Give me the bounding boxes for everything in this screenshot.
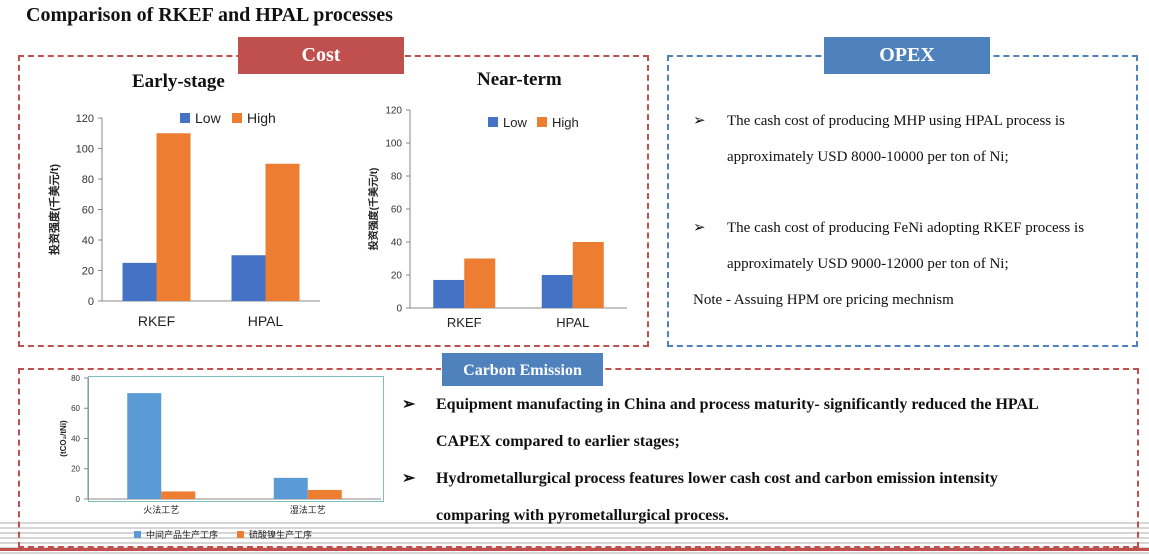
y-tick-label: 100 bbox=[385, 139, 402, 150]
arrow-bullet-icon: ➢ bbox=[693, 113, 706, 129]
carbon-bullet-1: ➢ Equipment manufacting in China and pro… bbox=[402, 386, 1137, 460]
legend-swatch bbox=[537, 117, 547, 127]
bar-high bbox=[572, 242, 604, 308]
x-category-label: 湿法工艺 bbox=[290, 504, 326, 515]
bar-硫酸镍生产工序 bbox=[161, 491, 196, 499]
y-tick-label: 20 bbox=[71, 465, 80, 474]
bar-low bbox=[231, 255, 266, 301]
near-term-chart: 0 20 40 60 80 100 120 投资强度(千美元/t) RKEF HPAL Low Hig… bbox=[367, 106, 627, 330]
early-stage-chart: 0 20 40 60 80 100 120 投资强度(千美元/t) RKEF HPAL Low Hig… bbox=[47, 110, 320, 329]
bar-low bbox=[122, 262, 157, 301]
y-tick-label: 40 bbox=[71, 434, 80, 443]
legend-swatch bbox=[134, 531, 141, 538]
y-axis-label: 投资强度(千美元/t) bbox=[47, 164, 61, 255]
y-tick-label: 20 bbox=[391, 271, 403, 282]
y-tick-label: 0 bbox=[88, 296, 94, 308]
opex-bullet-2: ➢ The cash cost of producing FeNi adopti… bbox=[693, 210, 1133, 282]
footer-red-line bbox=[0, 548, 1149, 551]
arrow-bullet-icon: ➢ bbox=[402, 396, 416, 413]
legend-label: High bbox=[247, 110, 276, 126]
x-category-label: RKEF bbox=[138, 313, 175, 329]
x-category-label: RKEF bbox=[447, 315, 482, 330]
legend-swatch bbox=[180, 113, 190, 123]
legend-label: 硫酸镍生产工序 bbox=[249, 529, 312, 540]
opex-bullets: ➢ The cash cost of producing MHP using H… bbox=[693, 103, 1133, 318]
arrow-bullet-icon: ➢ bbox=[693, 220, 706, 236]
opex-bullet-1-line-2: approximately USD 8000-10000 per ton of … bbox=[727, 149, 1009, 165]
y-axis-label: 投资强度(千美元/t) bbox=[367, 168, 380, 251]
y-tick-label: 20 bbox=[82, 265, 94, 277]
x-category-label: 火法工艺 bbox=[143, 504, 179, 515]
early-stage-title: Early-stage bbox=[132, 71, 225, 92]
y-tick-label: 60 bbox=[71, 404, 80, 413]
carbon-bullet-2-line-2: comparing with pyrometallurgical process… bbox=[436, 507, 729, 524]
opex-bullet-1: ➢ The cash cost of producing MHP using H… bbox=[693, 103, 1133, 175]
y-tick-label: 60 bbox=[82, 204, 94, 216]
y-tick-label: 120 bbox=[76, 113, 94, 125]
y-tick-label: 80 bbox=[82, 174, 94, 186]
bar-low bbox=[433, 279, 465, 308]
bar-中间产品生产工序 bbox=[273, 477, 308, 499]
y-tick-label: 120 bbox=[385, 106, 402, 117]
legend-swatch bbox=[488, 117, 498, 127]
bar-high bbox=[156, 133, 191, 301]
cost-tag: Cost bbox=[238, 37, 404, 74]
opex-bullet-2-line-2: approximately USD 9000-12000 per ton of … bbox=[727, 256, 1009, 272]
legend-label: High bbox=[552, 115, 579, 130]
y-tick-label: 40 bbox=[391, 238, 403, 249]
arrow-bullet-icon: ➢ bbox=[402, 470, 416, 487]
opex-bullet-2-line-1: The cash cost of producing FeNi adopting… bbox=[727, 220, 1085, 236]
bar-high bbox=[464, 258, 496, 308]
legend-label: Low bbox=[503, 115, 527, 130]
page-title: Comparison of RKEF and HPAL processes bbox=[26, 4, 393, 26]
carbon-bullet-2: ➢ Hydrometallurgical process features lo… bbox=[402, 460, 1137, 534]
carbon-bullet-2-line-1: Hydrometallurgical process features lowe… bbox=[436, 470, 998, 487]
bar-中间产品生产工序 bbox=[127, 393, 162, 499]
legend-label: Low bbox=[195, 110, 222, 126]
x-category-label: HPAL bbox=[556, 315, 589, 330]
legend-swatch bbox=[232, 113, 242, 123]
carbon-bullets: ➢ Equipment manufacting in China and pro… bbox=[402, 386, 1137, 534]
y-tick-label: 60 bbox=[391, 205, 403, 216]
opex-note: Note - Assuing HPM ore pricing mechnism bbox=[693, 292, 954, 308]
y-tick-label: 100 bbox=[76, 143, 94, 155]
carbon-bullet-1-line-1: Equipment manufacting in China and proce… bbox=[436, 396, 1039, 413]
y-tick-label: 80 bbox=[391, 172, 403, 183]
y-axis-label: (tCO₂/tNi) bbox=[59, 420, 68, 457]
carbon-tag: Carbon Emission bbox=[441, 352, 604, 387]
y-tick-label: 0 bbox=[396, 304, 402, 315]
x-category-label: HPAL bbox=[248, 313, 284, 329]
opex-bullet-1-line-1: The cash cost of producing MHP using HPA… bbox=[727, 113, 1065, 129]
y-tick-label: 80 bbox=[71, 374, 80, 383]
carbon-bullet-1-line-2: CAPEX compared to earlier stages; bbox=[436, 433, 680, 450]
y-tick-label: 0 bbox=[76, 495, 81, 504]
near-term-title: Near-term bbox=[477, 69, 562, 90]
bar-high bbox=[265, 163, 300, 301]
bar-硫酸镍生产工序 bbox=[307, 489, 342, 499]
legend-swatch bbox=[237, 531, 244, 538]
legend-label: 中间产品生产工序 bbox=[146, 529, 218, 540]
y-tick-label: 40 bbox=[82, 235, 94, 247]
bar-low bbox=[541, 275, 573, 308]
opex-tag: OPEX bbox=[824, 37, 990, 74]
